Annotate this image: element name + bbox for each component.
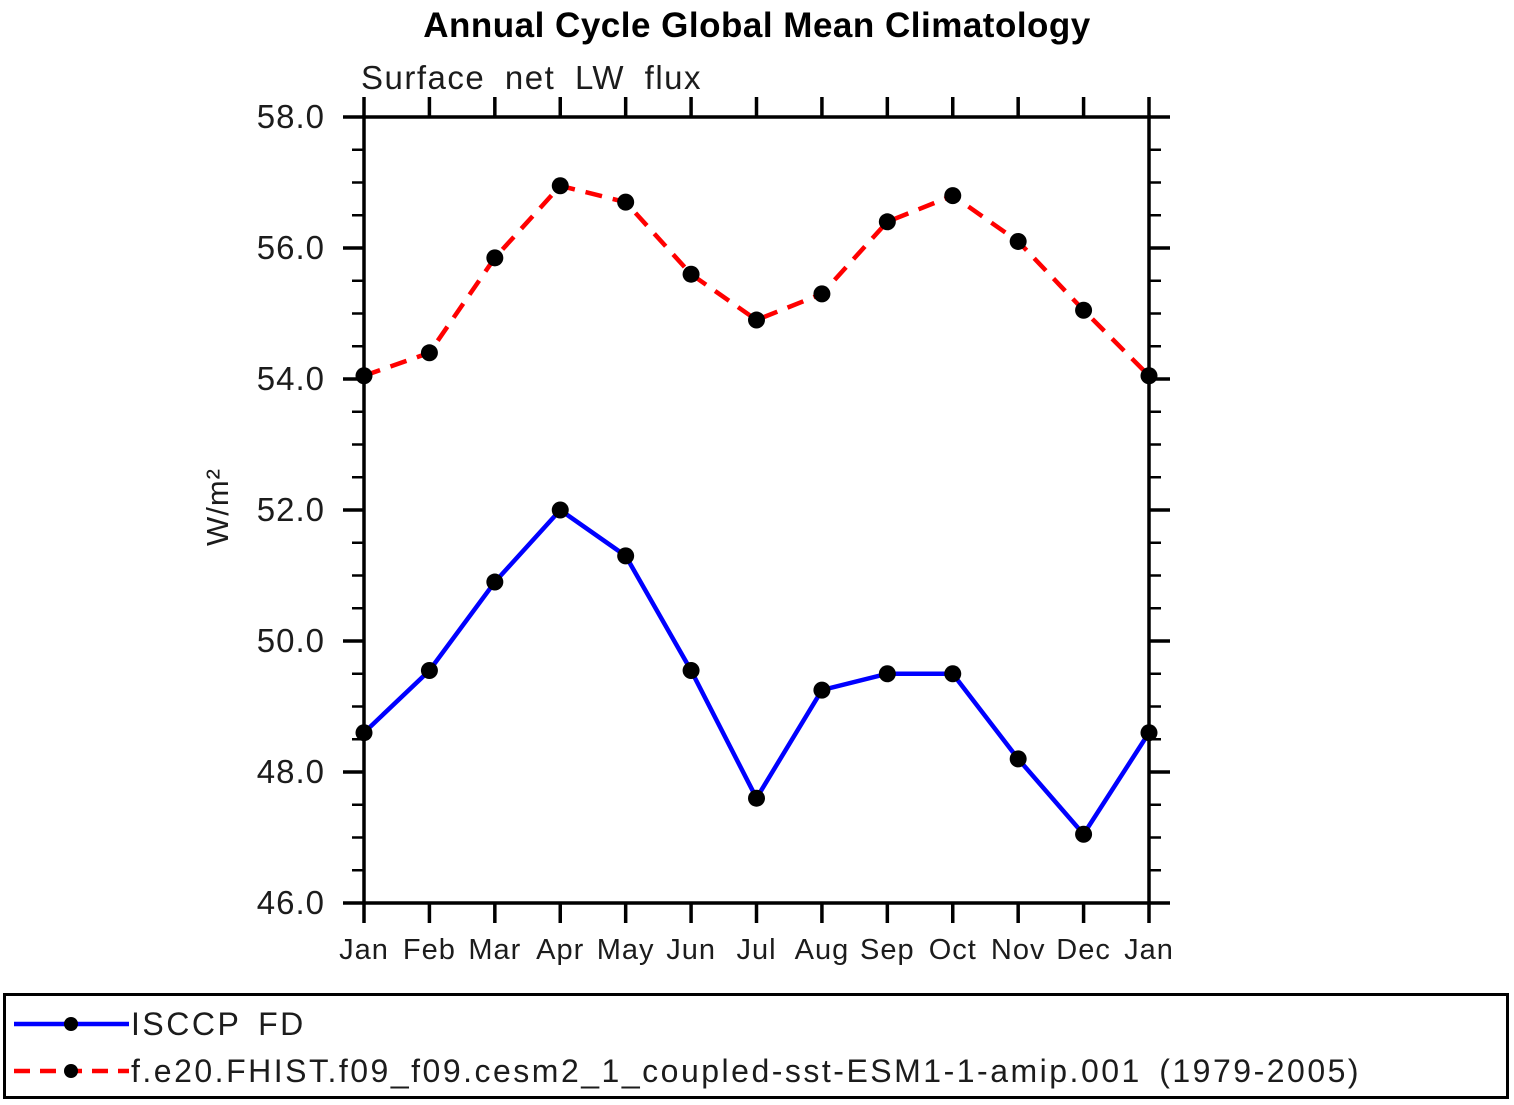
data-point-marker	[1075, 825, 1093, 843]
data-point-marker	[944, 187, 962, 205]
data-point-marker	[878, 665, 896, 683]
x-tick-label: Jan	[1124, 934, 1174, 966]
legend-item-isccp-fd: ISCCP FD	[12, 1005, 306, 1042]
legend-line-sample-dashed	[14, 1064, 129, 1078]
x-tick-label: Jan	[339, 934, 389, 966]
data-point-marker	[1009, 232, 1027, 250]
x-tick-label: Jul	[736, 934, 776, 966]
data-point-marker	[682, 661, 700, 679]
data-point-marker	[1140, 367, 1158, 385]
legend-line-sample-solid	[14, 1017, 129, 1031]
data-point-marker	[486, 573, 504, 591]
plot-frame	[362, 115, 1151, 905]
data-point-marker	[878, 213, 896, 231]
data-point-marker	[617, 547, 635, 565]
data-point-marker	[813, 681, 831, 699]
legend-label-isccp-fd: ISCCP FD	[131, 1005, 306, 1042]
data-point-marker	[355, 724, 373, 742]
x-tick-label: Nov	[991, 934, 1046, 966]
legend-sample-marker	[64, 1064, 78, 1078]
data-point-marker	[813, 285, 831, 303]
legend-box: ISCCP FD f.e20.FHIST.f09_f09.cesm2_1_cou…	[3, 993, 1509, 1099]
y-tick-label: 58.0	[257, 98, 325, 135]
data-point-marker	[1140, 724, 1158, 742]
y-tick-label: 52.0	[257, 491, 325, 528]
y-tick-label: 50.0	[257, 622, 325, 659]
series-line-1	[363, 183, 1151, 378]
legend-sample-marker	[64, 1017, 78, 1031]
x-tick-label: Oct	[929, 934, 977, 966]
chart-subtitle: Surface net LW flux	[361, 59, 703, 96]
x-tick-label: Jun	[666, 934, 716, 966]
x-tick-label: Mar	[468, 934, 521, 966]
data-point-marker	[551, 177, 569, 195]
data-point-marker	[420, 661, 438, 679]
x-tick-label: Dec	[1056, 934, 1111, 966]
data-point-marker	[617, 193, 635, 211]
data-point-marker	[355, 367, 373, 385]
x-tick-label: Feb	[403, 934, 456, 966]
data-point-marker	[944, 665, 962, 683]
series-line-0	[362, 507, 1151, 838]
chart-title: Annual Cycle Global Mean Climatology	[423, 6, 1091, 45]
data-point-marker	[682, 265, 700, 283]
data-point-marker	[486, 249, 504, 267]
legend-label-model-run: f.e20.FHIST.f09_f09.cesm2_1_coupled-sst-…	[131, 1052, 1362, 1089]
data-point-marker	[551, 501, 569, 519]
legend-item-model-run: f.e20.FHIST.f09_f09.cesm2_1_coupled-sst-…	[12, 1052, 1362, 1089]
x-tick-label: Apr	[536, 934, 584, 966]
y-tick-label: 54.0	[257, 360, 325, 397]
x-tick-label: May	[597, 934, 655, 966]
data-point-marker	[748, 789, 765, 807]
data-point-marker	[748, 311, 765, 329]
y-tick-label: 48.0	[257, 753, 325, 790]
data-point-marker	[420, 344, 438, 362]
x-tick-label: Sep	[860, 934, 915, 966]
data-point-marker	[1009, 750, 1027, 768]
x-tick-label: Aug	[795, 934, 850, 966]
data-point-marker	[1075, 301, 1093, 319]
y-tick-label: 46.0	[257, 884, 325, 921]
y-tick-label: 56.0	[257, 229, 325, 266]
